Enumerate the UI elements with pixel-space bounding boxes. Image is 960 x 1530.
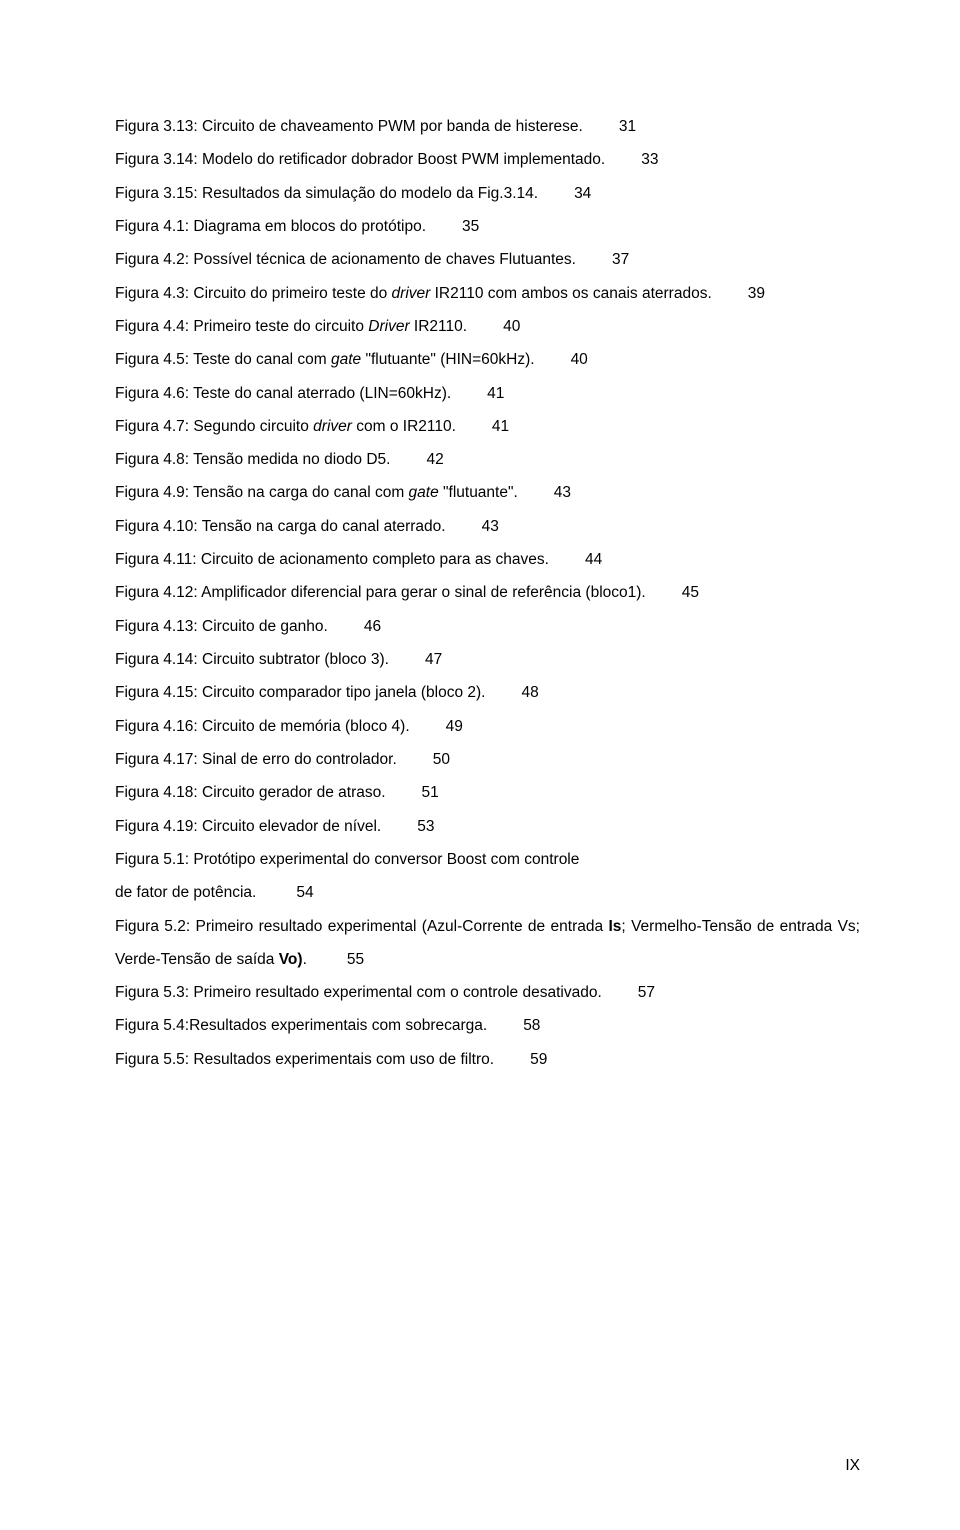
entry-page-number: 54 (296, 884, 313, 901)
entry-page-number: 41 (487, 385, 504, 402)
entry-text: Figura 4.11: Circuito de acionamento com… (115, 551, 549, 568)
figure-list-entry: Figura 3.14: Modelo do retificador dobra… (115, 143, 860, 176)
figure-list-entry: Figura 4.10: Tensão na carga do canal at… (115, 510, 860, 543)
entry-page-number: 35 (462, 218, 479, 235)
entry-page-number: 57 (638, 984, 655, 1001)
figure-list-entry: Figura 4.1: Diagrama em blocos do protót… (115, 210, 860, 243)
entry-page-number: 40 (503, 318, 520, 335)
figure-list-entry: Figura 3.13: Circuito de chaveamento PWM… (115, 110, 860, 143)
figure-list-content: Figura 3.13: Circuito de chaveamento PWM… (115, 110, 860, 1076)
entry-text-segment: Is (608, 918, 621, 935)
entry-text-italic: Driver (368, 318, 409, 335)
entry-page-number: 31 (619, 118, 636, 135)
figure-list-entry: Figura 5.3: Primeiro resultado experimen… (115, 976, 860, 1009)
entry-text-pre: Figura 4.7: Segundo circuito (115, 418, 313, 435)
entry-text-segment: Vo) (279, 951, 303, 968)
entry-text: Figura 4.2: Possível técnica de acioname… (115, 251, 576, 268)
entry-text-pre: Figura 4.5: Teste do canal com (115, 351, 331, 368)
entry-text-segment: Figura 5.2: Primeiro resultado experimen… (115, 918, 608, 935)
entry-text: Figura 5.1: Protótipo experimental do co… (115, 851, 579, 868)
figure-list-entry: Figura 4.9: Tensão na carga do canal com… (115, 476, 860, 509)
entry-page-number: 48 (521, 684, 538, 701)
entry-text: de fator de potência. (115, 884, 256, 901)
entry-text-segment: . (303, 951, 307, 968)
entry-text: Figura 4.19: Circuito elevador de nível. (115, 818, 381, 835)
entry-text: Figura 4.12: Amplificador diferencial pa… (115, 584, 646, 601)
entry-text: Figura 4.14: Circuito subtrator (bloco 3… (115, 651, 389, 668)
entry-page-number: 43 (482, 518, 499, 535)
page-number: IX (845, 1457, 860, 1475)
figure-list-entry: Figura 4.7: Segundo circuito driver com … (115, 410, 860, 443)
entry-text: Figura 4.13: Circuito de ganho. (115, 618, 328, 635)
entry-text: Figura 4.18: Circuito gerador de atraso. (115, 784, 386, 801)
entry-text: Figura 4.16: Circuito de memória (bloco … (115, 718, 410, 735)
entry-text-italic: gate (409, 484, 439, 501)
entry-page-number: 49 (446, 718, 463, 735)
figure-list-entry: Figura 4.3: Circuito do primeiro teste d… (115, 277, 860, 310)
entry-page-number: 58 (523, 1017, 540, 1034)
entry-page-number: 42 (426, 451, 443, 468)
entry-text-pre: Figura 4.4: Primeiro teste do circuito (115, 318, 368, 335)
figure-list-entry: Figura 5.2: Primeiro resultado experimen… (115, 910, 860, 977)
entry-page-number: 47 (425, 651, 442, 668)
entry-text: Figura 4.6: Teste do canal aterrado (LIN… (115, 385, 451, 402)
entry-text-pre: Figura 4.9: Tensão na carga do canal com (115, 484, 409, 501)
entry-text: Figura 4.15: Circuito comparador tipo ja… (115, 684, 485, 701)
figure-list-entry: Figura 4.18: Circuito gerador de atraso.… (115, 776, 860, 809)
entry-page-number: 43 (554, 484, 571, 501)
entry-text: Figura 5.4:Resultados experimentais com … (115, 1017, 487, 1034)
entry-page-number: 34 (574, 185, 591, 202)
entry-text-post: "flutuante" (HIN=60kHz). (361, 351, 534, 368)
entry-page-number: 51 (422, 784, 439, 801)
figure-list-entry: Figura 3.15: Resultados da simulação do … (115, 177, 860, 210)
entry-text-post: IR2110 com ambos os canais aterrados. (430, 285, 711, 302)
entry-page-number: 46 (364, 618, 381, 635)
entry-text: Figura 4.1: Diagrama em blocos do protót… (115, 218, 426, 235)
figure-list-entry: Figura 4.2: Possível técnica de acioname… (115, 243, 860, 276)
figure-list-entry: de fator de potência. 54 (115, 876, 860, 909)
entry-page-number: 55 (347, 951, 364, 968)
entry-page-number: 33 (641, 151, 658, 168)
figure-list-entry: Figura 4.6: Teste do canal aterrado (LIN… (115, 377, 860, 410)
figure-list-entry: Figura 4.19: Circuito elevador de nível.… (115, 810, 860, 843)
figure-list-entry: Figura 4.12: Amplificador diferencial pa… (115, 576, 860, 609)
entry-text-italic: driver (392, 285, 431, 302)
entry-text-pre: Figura 3.15: Resultados da simulação do … (115, 185, 538, 202)
figure-list-entry: Figura 5.1: Protótipo experimental do co… (115, 843, 860, 876)
entry-text: Figura 5.3: Primeiro resultado experimen… (115, 984, 602, 1001)
entry-text-italic: gate (331, 351, 361, 368)
figure-list-entry: Figura 4.14: Circuito subtrator (bloco 3… (115, 643, 860, 676)
entry-text: Figura 4.17: Sinal de erro do controlado… (115, 751, 397, 768)
figure-list-entry: Figura 4.15: Circuito comparador tipo ja… (115, 676, 860, 709)
entry-page-number: 59 (530, 1051, 547, 1068)
figure-list-entry: Figura 5.5: Resultados experimentais com… (115, 1043, 860, 1076)
entry-text-post: IR2110. (410, 318, 467, 335)
figure-list-entry: Figura 4.11: Circuito de acionamento com… (115, 543, 860, 576)
entry-text-italic: driver (313, 418, 352, 435)
entry-text: Figura 5.5: Resultados experimentais com… (115, 1051, 494, 1068)
entry-page-number: 40 (571, 351, 588, 368)
figure-list-entry: Figura 4.8: Tensão medida no diodo D5. 42 (115, 443, 860, 476)
entry-text: Figura 4.8: Tensão medida no diodo D5. (115, 451, 390, 468)
figure-list-entry: Figura 4.17: Sinal de erro do controlado… (115, 743, 860, 776)
entry-page-number: 53 (417, 818, 434, 835)
figure-list-entry: Figura 4.13: Circuito de ganho. 46 (115, 610, 860, 643)
entry-page-number: 44 (585, 551, 602, 568)
figure-list-entry: Figura 4.4: Primeiro teste do circuito D… (115, 310, 860, 343)
figure-list-entry: Figura 4.5: Teste do canal com gate "flu… (115, 343, 860, 376)
entry-text: Figura 3.14: Modelo do retificador dobra… (115, 151, 605, 168)
entry-page-number: 41 (492, 418, 509, 435)
figure-list-entry: Figura 5.4:Resultados experimentais com … (115, 1009, 860, 1042)
entry-text: Figura 3.13: Circuito de chaveamento PWM… (115, 118, 583, 135)
entry-page-number: 45 (682, 584, 699, 601)
entry-text-post: "flutuante". (439, 484, 518, 501)
entry-page-number: 50 (433, 751, 450, 768)
entry-page-number: 37 (612, 251, 629, 268)
entry-text-post: com o IR2110. (352, 418, 456, 435)
figure-list-entry: Figura 4.16: Circuito de memória (bloco … (115, 710, 860, 743)
entry-text: Figura 4.10: Tensão na carga do canal at… (115, 518, 446, 535)
entry-text-pre: Figura 4.3: Circuito do primeiro teste d… (115, 285, 392, 302)
entry-page-number: 39 (748, 285, 765, 302)
